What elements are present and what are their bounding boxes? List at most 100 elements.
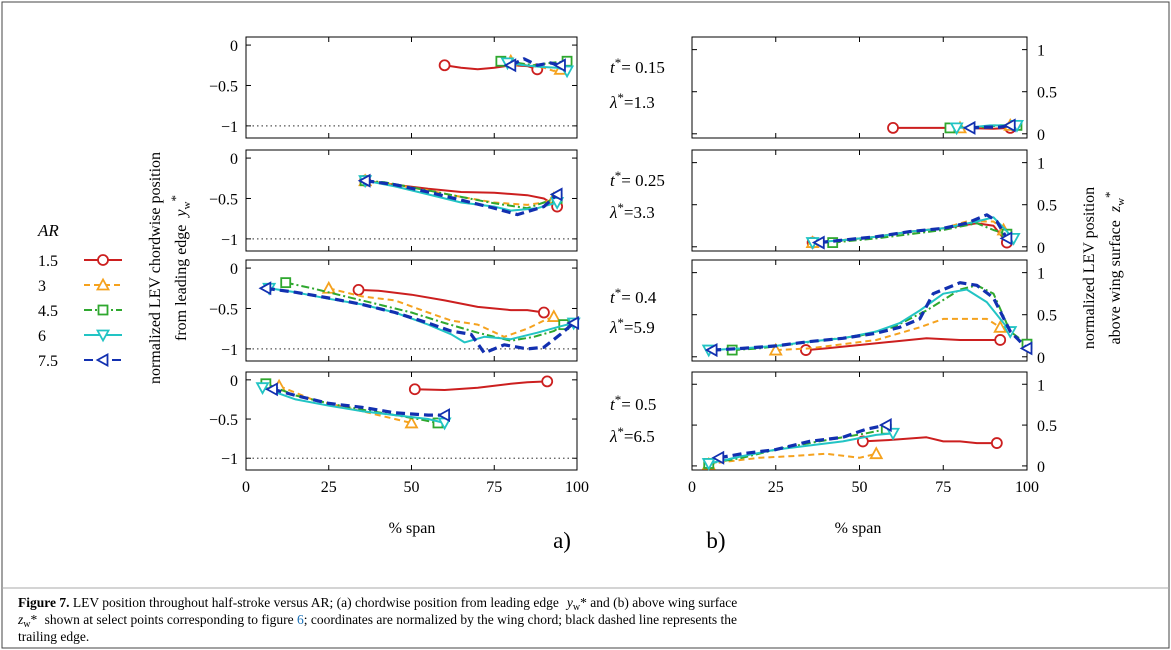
series-marker-ar-1.5 [538, 306, 550, 319]
right-ylabel: normalized LEV position [1081, 187, 1098, 349]
caption: Figure 7. LEV position throughout half-s… [17, 595, 737, 644]
x-tick-label: 50 [404, 479, 420, 496]
x-tick-label: 75 [486, 479, 502, 496]
series-line-ar-1.5 [414, 380, 548, 391]
series-marker-ar-7.5 [711, 450, 725, 465]
right-ylabel-line1: normalized LEV position [1081, 187, 1098, 349]
series-marker-ar-1.5 [994, 334, 1007, 346]
panel-a-row-2: 0 −0.5 −1 [209, 149, 578, 252]
y-tick-label: 1 [1037, 266, 1045, 283]
right-ylabel-line2: above wing surface [1107, 220, 1124, 344]
series-marker-ar-7.5 [1002, 118, 1016, 133]
caption-line3: trailing edge. [18, 629, 89, 644]
series-line-ar-1.5 [358, 288, 545, 314]
series-marker-ar-7.5 [704, 343, 718, 358]
left-ylabel-line1: normalized LEV chordwise position [147, 152, 164, 384]
left-ylabel: normalized LEV chordwise position [147, 152, 164, 384]
left-ylabel-star: * [168, 195, 183, 202]
xlabel-a: % span [389, 520, 436, 537]
row-labels: t*= 0.15 λ*=1.3 t*= 0.25 λ*=3.3 t*= 0.4 λ*=5.… [609, 55, 665, 446]
panel-b-row-2: 10.50 [691, 149, 1057, 257]
right-ylabel-2: above wing surface zw* [1102, 191, 1127, 344]
series-marker-ar-1.5 [352, 283, 365, 296]
x-tick-label: 0 [688, 479, 696, 496]
y-tick-label: −1 [221, 342, 238, 359]
y-tick-label: 0 [1037, 240, 1045, 257]
caption-label: Figure 7. [18, 595, 70, 610]
xlabel-b: % span [835, 520, 882, 537]
y-tick-label: −0.5 [209, 301, 238, 318]
svg-text:above wing surface zw*: above wing surface zw* [1102, 191, 1127, 344]
caption-yw-sub: w [573, 602, 581, 613]
caption-line2: shown at select points corresponding to … [45, 612, 294, 627]
series-marker-ar-1.5 [887, 122, 899, 134]
caption-zw-sub: w [23, 619, 31, 630]
series-marker-ar-6 [255, 382, 270, 396]
x-tick-label: 25 [768, 479, 784, 496]
series-marker-ar-7.5 [566, 316, 580, 331]
svg-text:Figure 7. LEV position through: Figure 7. LEV position throughout half-s… [18, 595, 737, 613]
series-marker-ar-7.5 [811, 235, 825, 250]
series-marker-ar-7.5 [265, 382, 278, 397]
series-line-ar-4.5 [832, 222, 1008, 244]
series-line-ar-4.5 [265, 382, 439, 424]
series-line-ar-3 [775, 317, 1001, 352]
series-marker-ar-1.5 [990, 437, 1003, 449]
series-line-ar-4.5 [365, 179, 558, 210]
axes-box [691, 36, 1028, 139]
y-tick-label: 0 [1037, 127, 1045, 144]
series-line-ar-6 [262, 386, 445, 424]
row-label-lambda: λ*=6.5 [609, 424, 655, 446]
panel-b-row-4: 1 0.5 0 0 25 50 75 100 [688, 371, 1057, 496]
y-tick-label: 0 [230, 151, 238, 168]
x-tick-label: 100 [1015, 479, 1039, 496]
series-marker-ar-7.5 [878, 418, 892, 433]
y-tick-label: −1 [221, 119, 238, 136]
legend-label: 1.5 [38, 253, 58, 270]
legend-label: 6 [38, 328, 46, 345]
series-line-ar-7.5 [718, 423, 887, 460]
legend-marker [95, 277, 111, 291]
caption-and-b: and (b) above wing surface [587, 595, 737, 610]
series-line-ar-7.5 [510, 57, 561, 67]
y-tick-label: 1 [1037, 377, 1045, 394]
panel-b-row-1: 10.50 [691, 36, 1057, 144]
y-tick-label: −1 [221, 232, 238, 249]
y-tick-label: −0.5 [209, 412, 238, 429]
caption-fig-ref[interactable]: 6 [297, 612, 304, 627]
series-line-ar-6 [708, 432, 894, 465]
series-line-ar-4.5 [708, 428, 887, 465]
legend-marker [95, 329, 111, 343]
svg-text:zw* shown at select poin: zw* shown at select points corresponding… [17, 612, 737, 630]
legend-marker [97, 254, 109, 266]
legend-label: 3 [38, 278, 46, 295]
row-label-t: t*= 0.4 [610, 285, 657, 307]
row-label-t: t*= 0.25 [610, 168, 665, 190]
y-tick-label: −0.5 [209, 191, 238, 208]
x-tick-label: 50 [852, 479, 868, 496]
series-marker-ar-1.5 [541, 375, 554, 388]
caption-zw: z [17, 612, 24, 627]
legend-marker [97, 304, 109, 316]
left-ylabel-var: y [173, 209, 190, 219]
legend-marker [95, 352, 109, 368]
plots: 0−0.5−10−0.5−10−0.5−10−0.5−10 25 50 75 10010… [209, 36, 1057, 496]
y-tick-label: 1 [1037, 43, 1045, 60]
row-label-t: t*= 0.5 [610, 392, 656, 414]
y-tick-label: 0 [230, 38, 238, 55]
axes-box [691, 149, 1028, 252]
axes-box [245, 36, 578, 139]
series-line-ar-7.5 [265, 286, 575, 355]
series-marker-ar-3 [321, 280, 336, 294]
caption-text: LEV position throughout half-stroke vers… [70, 595, 559, 610]
left-ylabel-2: from leading edge yw* [168, 195, 193, 341]
series-marker-ar-7.5 [1019, 341, 1033, 356]
series-marker-ar-7.5 [258, 281, 272, 296]
panel-b-row-3: 10.50 [691, 259, 1057, 367]
x-tick-label: 75 [935, 479, 951, 496]
series-line-ar-7.5 [364, 179, 559, 217]
y-tick-label: 0.5 [1037, 85, 1057, 102]
caption-yw-star: * [580, 595, 587, 610]
series-marker-ar-6 [949, 122, 964, 136]
